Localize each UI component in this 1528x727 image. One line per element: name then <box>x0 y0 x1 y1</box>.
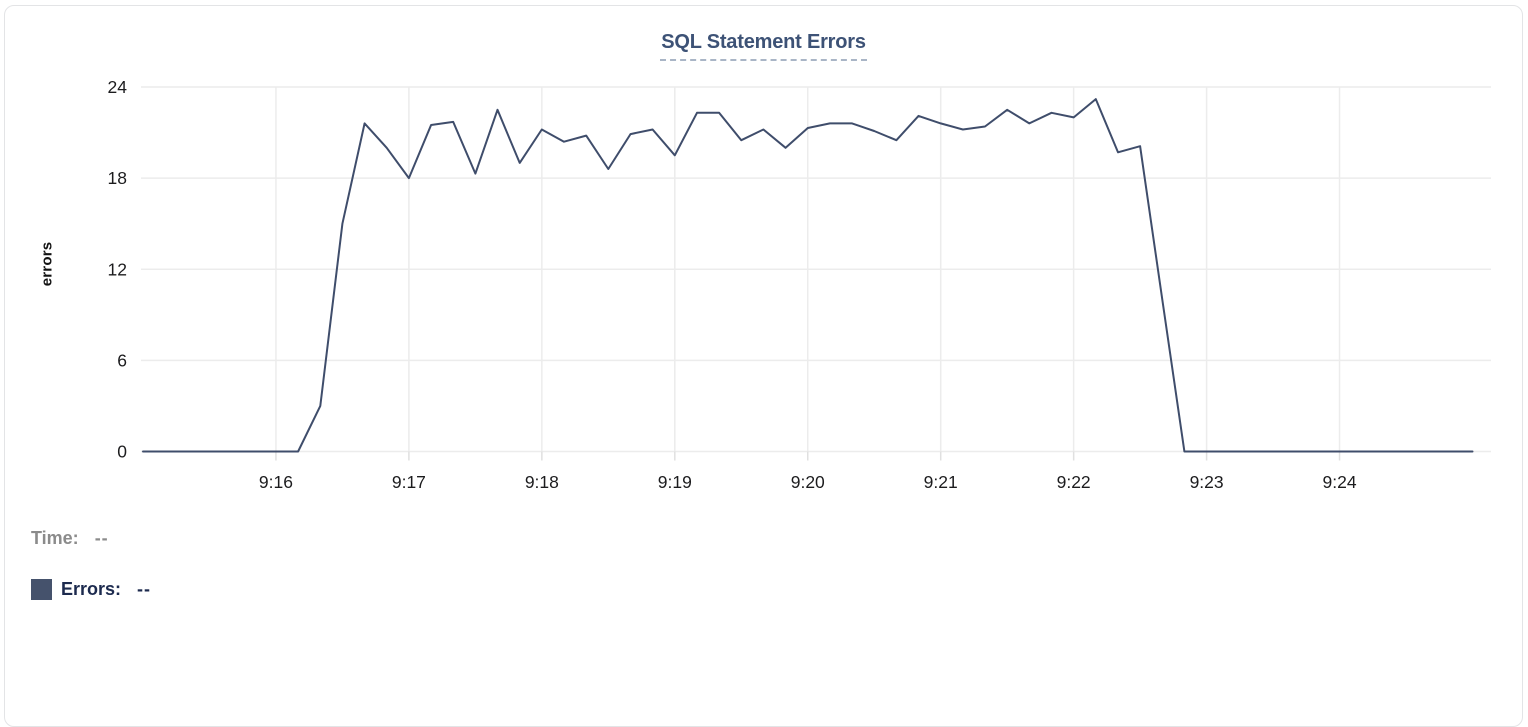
errors-line-chart[interactable]: 0 6 12 18 24 9:16 9:17 9:18 9:19 9:20 9:21 9:22 9:23… <box>5 65 1525 511</box>
chart-title-row: SQL Statement Errors <box>5 31 1522 65</box>
y-axis-label: errors <box>38 241 56 287</box>
tooltip-readout: Time: -- Errors: -- <box>31 526 1522 601</box>
svg-text:9:23: 9:23 <box>1190 472 1224 492</box>
svg-text:18: 18 <box>108 168 127 188</box>
svg-text:9:18: 9:18 <box>525 472 559 492</box>
tooltip-errors-row: Errors: -- <box>31 577 1522 601</box>
svg-text:9:20: 9:20 <box>791 472 825 492</box>
svg-text:0: 0 <box>117 442 127 462</box>
svg-text:9:17: 9:17 <box>392 472 426 492</box>
errors-label: Errors: <box>61 578 122 599</box>
y-tick-labels: 0 6 12 18 24 <box>108 77 128 462</box>
svg-text:9:19: 9:19 <box>658 472 692 492</box>
svg-text:9:16: 9:16 <box>259 472 293 492</box>
errors-series-line <box>142 98 1474 453</box>
errors-value: -- <box>137 578 152 599</box>
chart-title[interactable]: SQL Statement Errors <box>660 31 867 61</box>
errors-series-swatch <box>31 578 52 600</box>
svg-text:24: 24 <box>108 77 128 97</box>
svg-text:12: 12 <box>108 259 127 279</box>
svg-text:9:22: 9:22 <box>1057 472 1091 492</box>
tooltip-time-row: Time: -- <box>31 526 1522 550</box>
chart-card: SQL Statement Errors errors 0 6 12 18 24 9:16… <box>4 5 1523 727</box>
svg-text:6: 6 <box>117 350 127 370</box>
svg-text:9:24: 9:24 <box>1323 472 1357 492</box>
svg-text:9:21: 9:21 <box>924 472 958 492</box>
x-tick-labels: 9:16 9:17 9:18 9:19 9:20 9:21 9:22 9:23 9:24 <box>259 472 1357 492</box>
gridlines <box>141 86 1491 461</box>
chart-area[interactable]: errors 0 6 12 18 24 9:16 9:17 9:18 9:19 9:20 9:21 9… <box>5 65 1522 511</box>
time-value: -- <box>94 527 109 548</box>
time-label: Time: <box>31 527 79 548</box>
